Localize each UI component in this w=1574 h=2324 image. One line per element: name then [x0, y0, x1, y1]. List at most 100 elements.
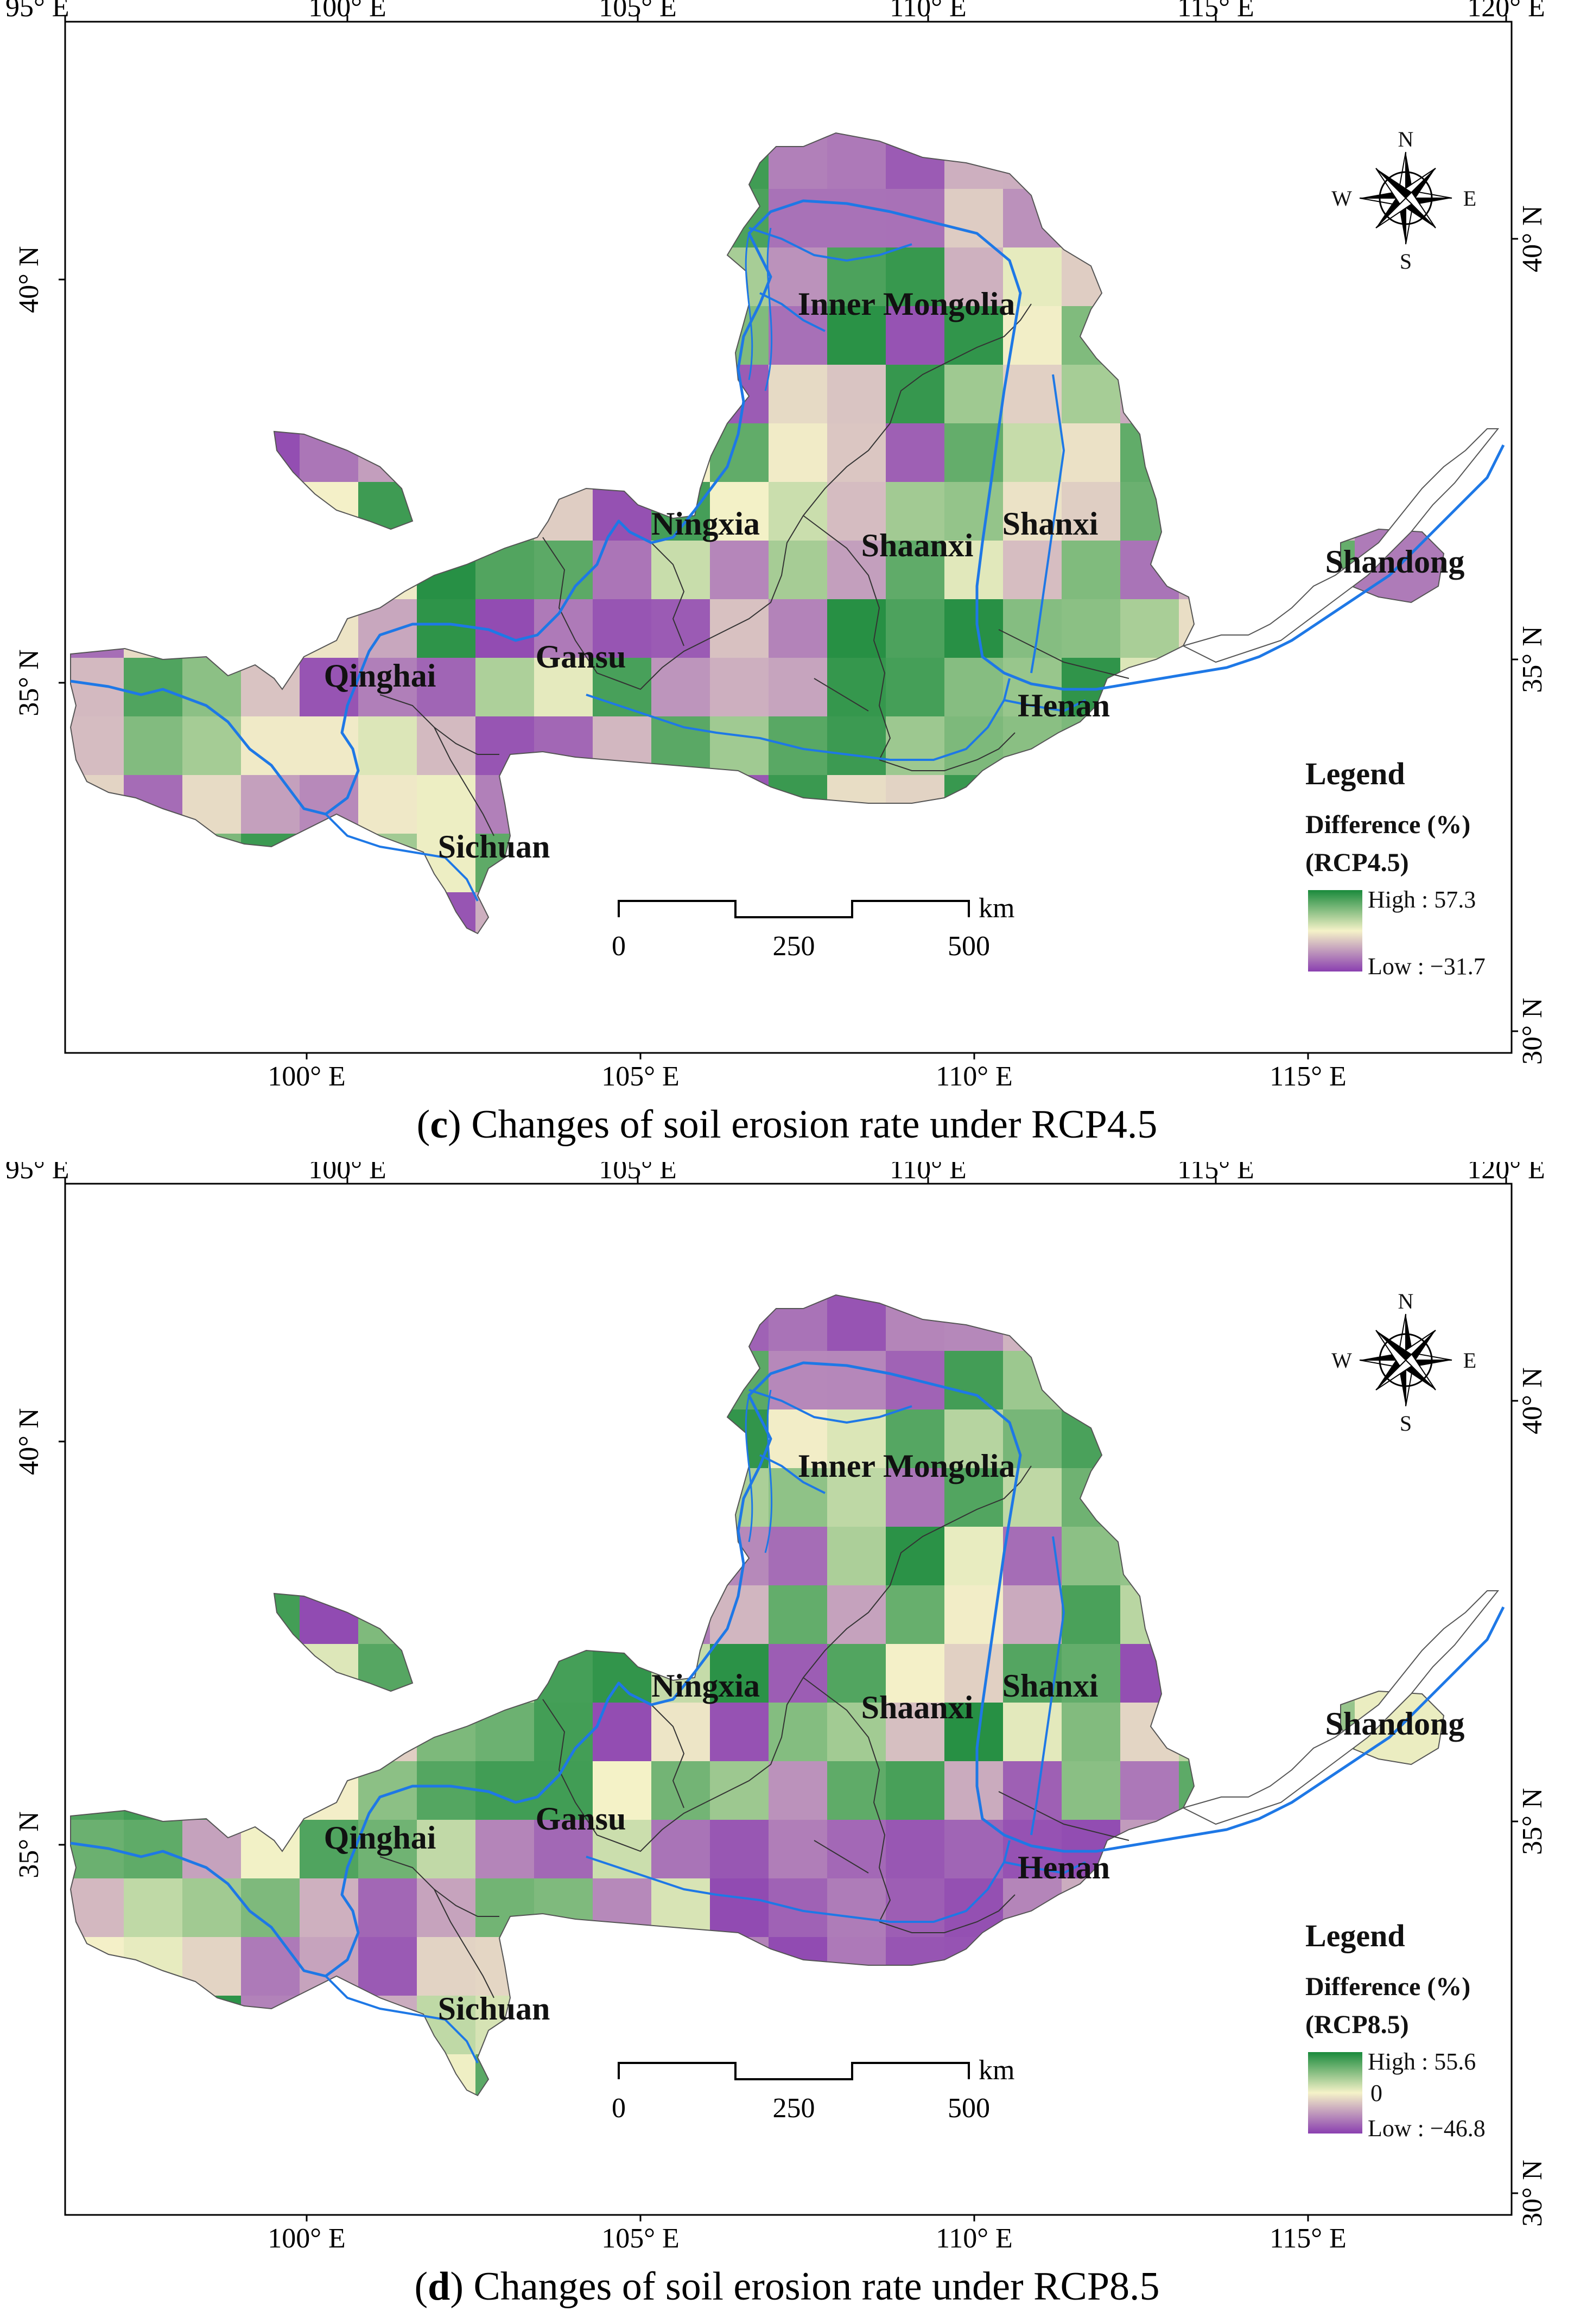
- bottom-tick-label: 100° E: [268, 1061, 346, 1092]
- scale-label: 500: [948, 2093, 990, 2124]
- province-label: Qinghai: [324, 658, 436, 694]
- river: [1004, 1861, 1086, 1874]
- north-arrow-icon: [1359, 1313, 1452, 1407]
- top-tick-label: 105° E: [599, 1162, 677, 1185]
- legend-scenario: (RCP4.5): [1305, 848, 1409, 877]
- river: [748, 227, 912, 262]
- right-tick-label: 35° N: [1517, 626, 1548, 693]
- compass-w-label: W: [1331, 1348, 1352, 1373]
- province-boundary: [803, 1677, 891, 1922]
- bottom-tick-label: 105° E: [601, 2223, 680, 2254]
- province-label: Sichuan: [438, 829, 550, 865]
- top-tick-label: 100° E: [308, 1162, 386, 1185]
- province-boundary: [434, 727, 494, 836]
- compass-n-label: N: [1398, 1289, 1414, 1313]
- map-figure-d: 95° E 100° E 105° E 110° E 115° E 120° E 100° …: [5, 1162, 1548, 2254]
- river: [1030, 374, 1065, 674]
- top-tick-label: 95° E: [5, 0, 69, 23]
- river: [748, 1389, 912, 1424]
- river: [70, 1361, 1505, 1978]
- province-label: Ningxia: [651, 1668, 760, 1704]
- province-label: Shaanxi: [861, 528, 974, 563]
- legend-scenario: (RCP8.5): [1305, 2010, 1409, 2039]
- top-tick-label: 115° E: [1177, 0, 1254, 23]
- top-tick-label: 100° E: [308, 0, 386, 23]
- caption-d: (d) Changes of soil erosion rate under R…: [414, 2264, 1160, 2309]
- caption-letter-c: c: [430, 1102, 448, 1147]
- river: [325, 1975, 479, 2063]
- river: [586, 1840, 1011, 1923]
- top-tick-label: 95° E: [5, 1162, 69, 1185]
- river: [745, 1389, 773, 1553]
- province-boundary: [814, 1840, 869, 1874]
- legend-color-ramp: [1308, 890, 1362, 971]
- river: [759, 1454, 826, 1494]
- bottom-tick-label: 110° E: [936, 1061, 1013, 1092]
- map-panel-d: 95° E 100° E 105° E 110° E 115° E 120° E 100° …: [0, 1162, 1574, 2324]
- top-tick-label: 120° E: [1467, 0, 1545, 23]
- province-label: Shandong: [1325, 1706, 1465, 1742]
- left-tick-label: 35° N: [14, 1811, 45, 1878]
- scale-label: 250: [773, 931, 815, 962]
- caption-text-c: Changes of soil erosion rate under RCP4.…: [471, 1102, 1158, 1147]
- scale-unit: km: [979, 893, 1014, 924]
- legend-color-ramp: [1308, 2052, 1362, 2133]
- province-boundary: [542, 1699, 706, 1852]
- province-boundary: [379, 1856, 499, 1917]
- legend-low-label: Low : −31.7: [1368, 953, 1486, 980]
- legend-title: Legend: [1305, 1918, 1405, 1953]
- river: [1004, 699, 1086, 712]
- province-label: Gansu: [536, 1801, 626, 1837]
- legend-title: Legend: [1305, 756, 1405, 791]
- scale-label: 0: [612, 931, 626, 962]
- estuary-strip: [1182, 1590, 1500, 1825]
- river: [586, 678, 1011, 761]
- estuary-strip: [1182, 428, 1500, 663]
- top-tick-label: 105° E: [599, 0, 677, 23]
- bottom-tick-label: 115° E: [1270, 2223, 1347, 2254]
- caption-c: (c) Changes of soil erosion rate under R…: [416, 1102, 1158, 1147]
- top-tick-label: 120° E: [1467, 1162, 1545, 1185]
- river: [759, 292, 826, 332]
- top-tick-label: 115° E: [1177, 1162, 1254, 1185]
- province-boundary: [651, 1704, 685, 1808]
- province-boundary: [814, 678, 869, 712]
- scale-label: 250: [773, 2093, 815, 2124]
- province-label: Gansu: [536, 639, 626, 675]
- right-tick-label: 35° N: [1517, 1788, 1548, 1855]
- province-label: Ningxia: [651, 506, 760, 542]
- province-label: Shaanxi: [861, 1690, 974, 1725]
- scale-bar: [618, 2062, 970, 2080]
- bottom-tick-label: 105° E: [601, 1061, 680, 1092]
- province-boundary: [434, 1889, 494, 1998]
- river: [745, 227, 773, 391]
- bottom-tick-label: 100° E: [268, 2223, 346, 2254]
- province-label: Qinghai: [324, 1820, 436, 1856]
- scale-label: 0: [612, 2093, 626, 2124]
- river: [325, 813, 479, 901]
- compass-e-label: E: [1463, 186, 1476, 211]
- province-boundary: [998, 1791, 1129, 1841]
- province-boundary: [998, 629, 1129, 679]
- caption-letter-d: d: [428, 2264, 450, 2309]
- legend-high-label: High : 57.3: [1368, 886, 1476, 913]
- top-tick-label: 110° E: [890, 0, 967, 23]
- compass-s-label: S: [1400, 1411, 1412, 1436]
- right-tick-label: 40° N: [1517, 205, 1548, 272]
- province-label: Henan: [1018, 1850, 1110, 1885]
- province-boundary: [879, 1894, 1016, 1933]
- bottom-tick-label: 115° E: [1270, 1061, 1347, 1092]
- scale-bar: [618, 900, 970, 918]
- legend-low-label: Low : −46.8: [1368, 2115, 1486, 2142]
- legend-high-label: High : 55.6: [1368, 2048, 1476, 2075]
- scale-label: 500: [948, 931, 990, 962]
- province-label: Shanxi: [1002, 506, 1099, 542]
- legend-subtitle: Difference (%): [1305, 810, 1470, 839]
- caption-text-d: Changes of soil erosion rate under RCP8.…: [473, 2264, 1160, 2309]
- map-figure-c: 95° E 100° E 105° E 110° E 115° E 120° E 100° …: [5, 0, 1548, 1092]
- left-tick-label: 40° N: [14, 1408, 45, 1475]
- river: [70, 199, 1505, 816]
- left-tick-label: 35° N: [14, 649, 45, 716]
- province-label: Shandong: [1325, 544, 1465, 580]
- legend-subtitle: Difference (%): [1305, 1972, 1470, 2001]
